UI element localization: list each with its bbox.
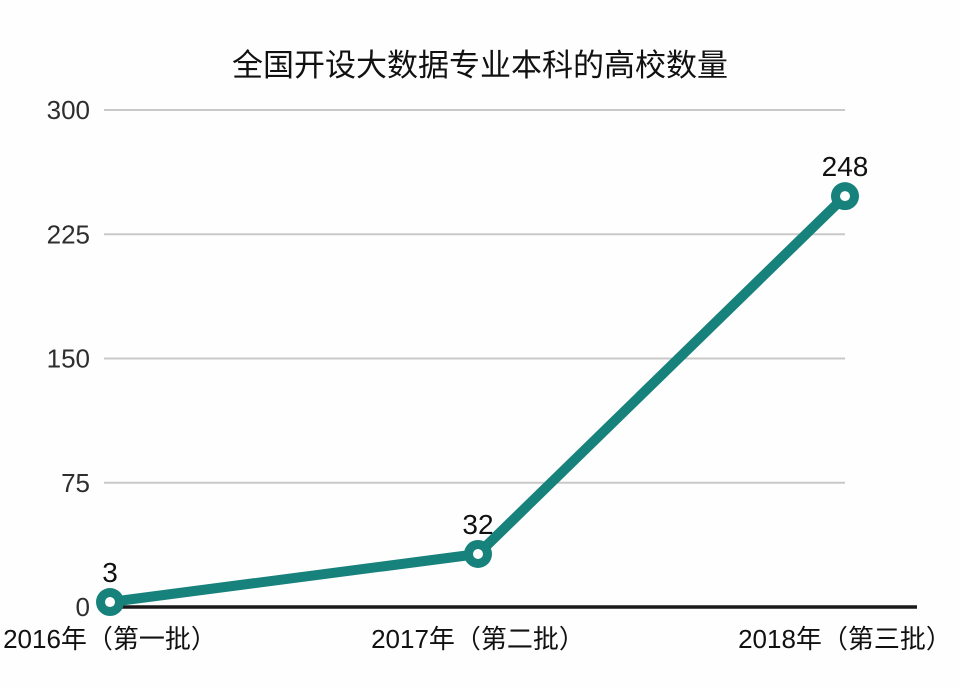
data-point-marker-hole: [105, 597, 115, 608]
x-axis-category-label: 2016年（第一批）: [3, 624, 217, 654]
data-point-marker-hole: [840, 191, 850, 202]
data-point-marker-hole: [473, 548, 483, 559]
chart-title: 全国开设大数据专业本科的高校数量: [232, 48, 728, 83]
data-point-value-label: 248: [822, 151, 869, 182]
y-axis-tick-label: 225: [47, 219, 90, 249]
y-axis-tick-label: 75: [61, 468, 90, 498]
data-point-value-label: 3: [102, 557, 118, 588]
x-axis-category-label: 2017年（第二批）: [371, 624, 585, 654]
data-point-value-label: 32: [462, 509, 493, 540]
y-axis-tick-label: 300: [47, 95, 90, 125]
x-axis-category-label: 2018年（第三批）: [738, 624, 952, 654]
y-axis-tick-label: 150: [47, 344, 90, 374]
y-axis-tick-label: 0: [76, 592, 90, 622]
